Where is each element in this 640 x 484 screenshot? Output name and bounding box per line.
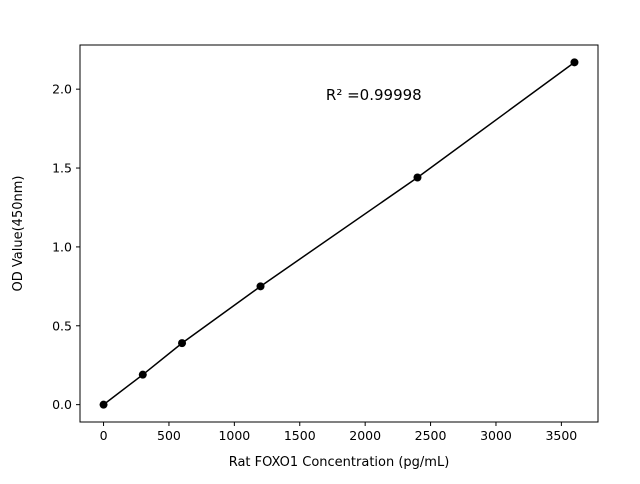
y-axis-label: OD Value(450nm): [11, 176, 26, 292]
data-point: [138, 370, 147, 379]
y-tick-label: 1.5: [52, 161, 72, 176]
y-tick-label: 0.0: [52, 397, 72, 412]
data-point: [570, 58, 579, 67]
x-axis-label: Rat FOXO1 Concentration (pg/mL): [229, 455, 450, 470]
x-tick-label: 1000: [218, 428, 250, 443]
x-tick-label: 1500: [284, 428, 316, 443]
fit-line: [103, 61, 575, 406]
x-tick-label: 2000: [349, 428, 381, 443]
axes-box: [79, 44, 599, 423]
x-tick-label: 500: [157, 428, 181, 443]
x-tick-label: 3500: [545, 428, 577, 443]
y-tick-label: 0.5: [52, 318, 72, 333]
data-point: [99, 400, 108, 409]
r-squared-annotation: R² =0.99998: [326, 86, 422, 104]
x-tick-label: 2500: [415, 428, 447, 443]
x-tick-label: 0: [100, 428, 108, 443]
data-point: [178, 339, 187, 348]
y-tick-label: 1.0: [52, 239, 72, 254]
x-tick-label: 3000: [480, 428, 512, 443]
data-point: [413, 173, 422, 182]
data-point: [256, 282, 265, 291]
y-tick-label: 2.0: [52, 82, 72, 97]
